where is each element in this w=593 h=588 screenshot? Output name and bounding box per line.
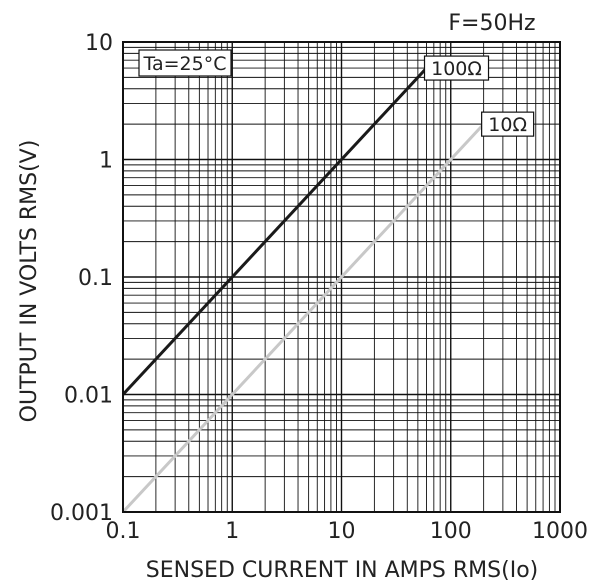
series-label: 100Ω bbox=[431, 58, 482, 80]
tick-labels: 0.1 1 10 100 1000 0.001 0.01 0.1 1 10 bbox=[50, 31, 588, 544]
annotations: 100Ω 10Ω Ta=25°C bbox=[138, 49, 535, 137]
series-label-box bbox=[481, 111, 535, 137]
series-line bbox=[121, 67, 428, 396]
x-tick-label: 1 bbox=[225, 519, 239, 544]
condition-label: Ta=25°C bbox=[143, 53, 227, 75]
series-layer bbox=[121, 67, 485, 514]
x-tick-label: 10 bbox=[328, 519, 356, 544]
series-label-box bbox=[423, 55, 490, 81]
y-tick-label: 1 bbox=[99, 149, 113, 174]
plot-frame bbox=[122, 41, 561, 513]
y-tick-label: 0.01 bbox=[64, 384, 113, 409]
series-line bbox=[121, 123, 485, 514]
x-axis-title: SENSED CURRENT IN AMPS RMS(Io) bbox=[146, 558, 539, 583]
condition-label-box bbox=[138, 49, 232, 77]
x-tick-label: 1000 bbox=[532, 519, 588, 544]
frequency-label: F=50Hz bbox=[448, 11, 535, 36]
y-tick-label: 10 bbox=[85, 31, 113, 56]
y-axis-title: OUTPUT IN VOLTS RMS(V) bbox=[17, 140, 42, 423]
x-tick-label: 100 bbox=[430, 519, 472, 544]
x-tick-label: 0.1 bbox=[106, 519, 141, 544]
grid bbox=[122, 42, 560, 513]
y-tick-label: 0.001 bbox=[50, 501, 113, 526]
y-tick-label: 0.1 bbox=[78, 266, 113, 291]
series-label: 10Ω bbox=[488, 114, 527, 136]
